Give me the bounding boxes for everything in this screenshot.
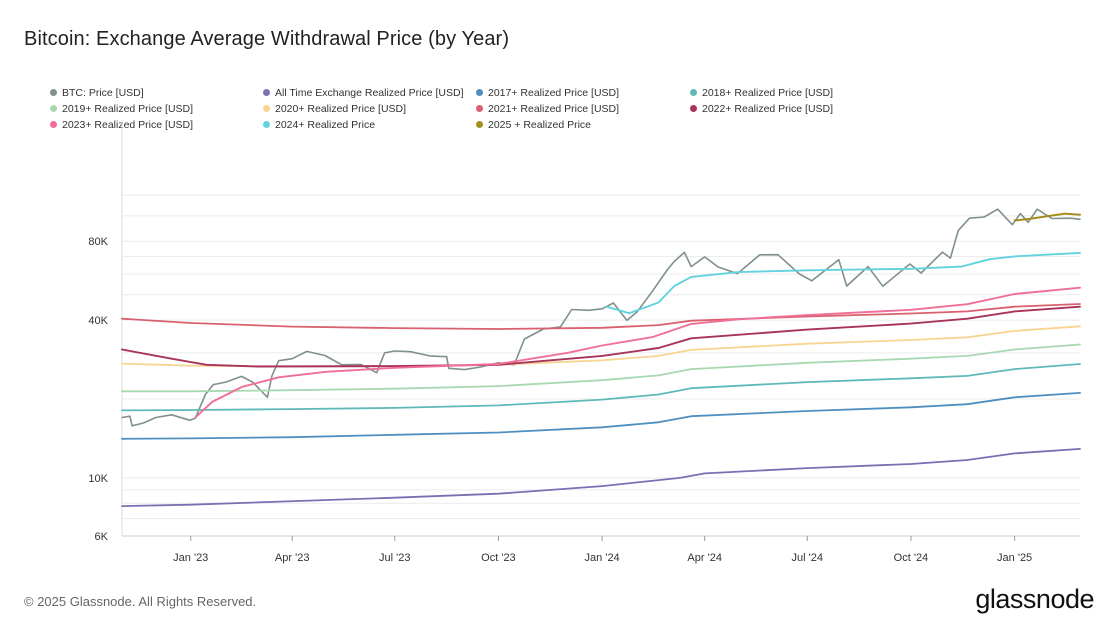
legend-swatch — [263, 88, 270, 96]
legend-label: 2022+ Realized Price [USD] — [702, 103, 834, 115]
y-tick-label: 40K — [88, 315, 108, 327]
legend-swatch — [690, 104, 697, 112]
legend-swatch — [476, 104, 483, 112]
legend-item[interactable]: 2018+ Realized Price [USD] — [690, 86, 833, 100]
y-tick-label: 6K — [95, 531, 109, 543]
legend-item[interactable]: BTC: Price [USD] — [50, 86, 144, 100]
series-line — [121, 305, 1081, 368]
legend-label: 2024+ Realized Price — [275, 119, 376, 131]
legend-label: 2018+ Realized Price [USD] — [702, 87, 834, 99]
chart-title: Bitcoin: Exchange Average Withdrawal Pri… — [24, 28, 510, 50]
x-tick-label: Jan '23 — [173, 552, 208, 564]
legend-swatch — [50, 104, 57, 112]
series-line — [121, 303, 1081, 330]
legend-swatch — [476, 120, 483, 128]
legend-item[interactable]: 2024+ Realized Price — [263, 118, 375, 132]
legend-label: 2019+ Realized Price [USD] — [62, 103, 194, 115]
legend-label: 2023+ Realized Price [USD] — [62, 119, 194, 131]
legend-swatch — [50, 88, 57, 96]
x-tick-label: Jul '24 — [792, 552, 823, 564]
legend-item[interactable]: 2025 + Realized Price — [476, 118, 591, 132]
legend-swatch — [263, 120, 270, 128]
x-tick-label: Jan '25 — [997, 552, 1032, 564]
x-tick-label: Jan '24 — [585, 552, 620, 564]
legend-item[interactable]: 2020+ Realized Price [USD] — [263, 102, 406, 116]
series-line — [121, 363, 1081, 412]
legend-item[interactable]: 2022+ Realized Price [USD] — [690, 102, 833, 116]
legend-item[interactable]: 2023+ Realized Price [USD] — [50, 118, 193, 132]
legend-item[interactable]: 2021+ Realized Price [USD] — [476, 102, 619, 116]
series-line — [121, 448, 1081, 507]
series-line — [121, 392, 1081, 440]
legend-label: BTC: Price [USD] — [62, 87, 144, 99]
y-tick-label: 80K — [88, 236, 108, 248]
series-line — [1013, 212, 1081, 222]
legend-label: 2021+ Realized Price [USD] — [488, 103, 620, 115]
legend-item[interactable]: 2019+ Realized Price [USD] — [50, 102, 193, 116]
series-line — [121, 208, 1081, 427]
y-tick-label: 10K — [88, 473, 108, 485]
x-tick-label: Oct '23 — [481, 552, 516, 564]
legend-item[interactable]: All Time Exchange Realized Price [USD] — [263, 86, 464, 100]
series-line — [194, 286, 1081, 419]
legend-label: 2025 + Realized Price — [488, 119, 592, 131]
legend-swatch — [690, 88, 697, 96]
glassnode-logo: glassnode — [975, 584, 1094, 614]
x-tick-label: Oct '24 — [894, 552, 929, 564]
legend-label: 2020+ Realized Price [USD] — [275, 103, 407, 115]
legend-swatch — [263, 104, 270, 112]
series-line — [121, 343, 1081, 393]
legend-item[interactable]: 2017+ Realized Price [USD] — [476, 86, 619, 100]
copyright-footer: © 2025 Glassnode. All Rights Reserved. — [24, 594, 257, 609]
series-line — [605, 251, 1081, 315]
legend-label: All Time Exchange Realized Price [USD] — [275, 87, 464, 99]
x-tick-label: Apr '23 — [275, 552, 310, 564]
legend-label: 2017+ Realized Price [USD] — [488, 87, 620, 99]
legend-swatch — [50, 120, 57, 128]
x-tick-label: Apr '24 — [687, 552, 722, 564]
x-tick-label: Jul '23 — [379, 552, 410, 564]
legend-swatch — [476, 88, 483, 96]
